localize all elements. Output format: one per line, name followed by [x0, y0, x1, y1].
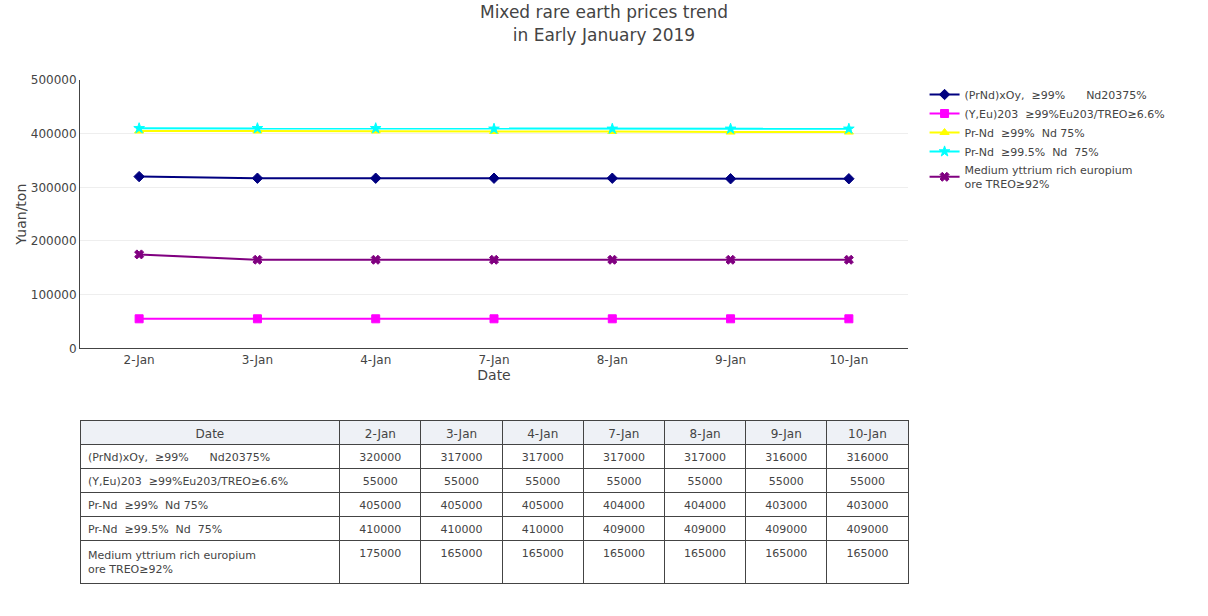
svg-text:(Y,Eu)203 ≥99%Eu203/TREO≥6.6%: (Y,Eu)203 ≥99%Eu203/TREO≥6.6%: [965, 108, 1165, 121]
svg-text:8-Jan: 8-Jan: [689, 427, 720, 441]
svg-text:175000: 175000: [359, 547, 401, 560]
svg-text:55000: 55000: [363, 475, 398, 488]
svg-text:55000: 55000: [606, 475, 641, 488]
svg-text:405000: 405000: [359, 499, 401, 512]
svg-text:320000: 320000: [359, 451, 401, 464]
svg-text:Yuan/ton: Yuan/ton: [13, 184, 29, 246]
svg-text:Pr-Nd ≥99% Nd 75%: Pr-Nd ≥99% Nd 75%: [88, 499, 208, 512]
svg-text:Pr-Nd ≥99% Nd 75%: Pr-Nd ≥99% Nd 75%: [965, 127, 1085, 140]
svg-text:10-Jan: 10-Jan: [829, 353, 868, 367]
svg-text:2-Jan: 2-Jan: [365, 427, 396, 441]
svg-text:409000: 409000: [603, 523, 645, 536]
svg-text:Medium yttrium rich europiumor: Medium yttrium rich europiumore TREO≥92%: [965, 164, 1133, 191]
svg-text:7-Jan: 7-Jan: [608, 427, 639, 441]
svg-text:3-Jan: 3-Jan: [242, 353, 273, 367]
svg-text:Date: Date: [196, 427, 225, 441]
svg-text:405000: 405000: [522, 499, 564, 512]
svg-text:403000: 403000: [846, 499, 888, 512]
svg-text:405000: 405000: [441, 499, 483, 512]
svg-text:200000: 200000: [31, 234, 77, 248]
svg-text:317000: 317000: [522, 451, 564, 464]
svg-text:400000: 400000: [31, 127, 77, 141]
svg-text:Pr-Nd ≥99.5% Nd 75%: Pr-Nd ≥99.5% Nd 75%: [965, 146, 1099, 159]
svg-text:409000: 409000: [846, 523, 888, 536]
svg-text:403000: 403000: [765, 499, 807, 512]
svg-text:4-Jan: 4-Jan: [527, 427, 558, 441]
svg-text:3-Jan: 3-Jan: [446, 427, 477, 441]
svg-text:316000: 316000: [846, 451, 888, 464]
svg-text:(PrNd)xOy, ≥99% Nd20375%: (PrNd)xOy, ≥99% Nd20375%: [965, 89, 1147, 102]
svg-text:55000: 55000: [525, 475, 560, 488]
svg-text:410000: 410000: [522, 523, 564, 536]
svg-text:9-Jan: 9-Jan: [771, 427, 802, 441]
svg-text:317000: 317000: [603, 451, 645, 464]
svg-text:100000: 100000: [31, 288, 77, 302]
svg-text:55000: 55000: [850, 475, 885, 488]
svg-text:8-Jan: 8-Jan: [597, 353, 628, 367]
svg-text:317000: 317000: [684, 451, 726, 464]
svg-text:409000: 409000: [684, 523, 726, 536]
svg-text:409000: 409000: [765, 523, 807, 536]
svg-text:410000: 410000: [441, 523, 483, 536]
svg-text:(PrNd)xOy, ≥99% Nd20375%: (PrNd)xOy, ≥99% Nd20375%: [88, 451, 270, 464]
svg-text:404000: 404000: [684, 499, 726, 512]
svg-text:500000: 500000: [31, 73, 77, 87]
svg-text:165000: 165000: [765, 547, 807, 560]
svg-text:317000: 317000: [441, 451, 483, 464]
svg-text:55000: 55000: [769, 475, 804, 488]
svg-text:7-Jan: 7-Jan: [478, 353, 509, 367]
svg-text:316000: 316000: [765, 451, 807, 464]
svg-text:0: 0: [69, 342, 77, 356]
svg-text:55000: 55000: [688, 475, 723, 488]
svg-text:Date: Date: [477, 367, 510, 383]
svg-text:165000: 165000: [441, 547, 483, 560]
svg-text:55000: 55000: [444, 475, 479, 488]
svg-text:9-Jan: 9-Jan: [715, 353, 746, 367]
svg-text:165000: 165000: [603, 547, 645, 560]
svg-text:Pr-Nd ≥99.5% Nd 75%: Pr-Nd ≥99.5% Nd 75%: [88, 523, 222, 536]
svg-text:2-Jan: 2-Jan: [124, 353, 155, 367]
svg-text:Medium yttrium rich europiumor: Medium yttrium rich europiumore TREO≥92%: [88, 549, 256, 576]
svg-text:165000: 165000: [522, 547, 564, 560]
svg-text:404000: 404000: [603, 499, 645, 512]
svg-text:165000: 165000: [684, 547, 726, 560]
svg-text:300000: 300000: [31, 181, 77, 195]
svg-text:410000: 410000: [359, 523, 401, 536]
svg-text:(Y,Eu)203 ≥99%Eu203/TREO≥6.6%: (Y,Eu)203 ≥99%Eu203/TREO≥6.6%: [88, 475, 288, 488]
svg-text:165000: 165000: [846, 547, 888, 560]
svg-text:4-Jan: 4-Jan: [360, 353, 391, 367]
svg-text:Mixed rare earth prices trendi: Mixed rare earth prices trendin Early Ja…: [480, 2, 728, 44]
svg-text:10-Jan: 10-Jan: [848, 427, 887, 441]
